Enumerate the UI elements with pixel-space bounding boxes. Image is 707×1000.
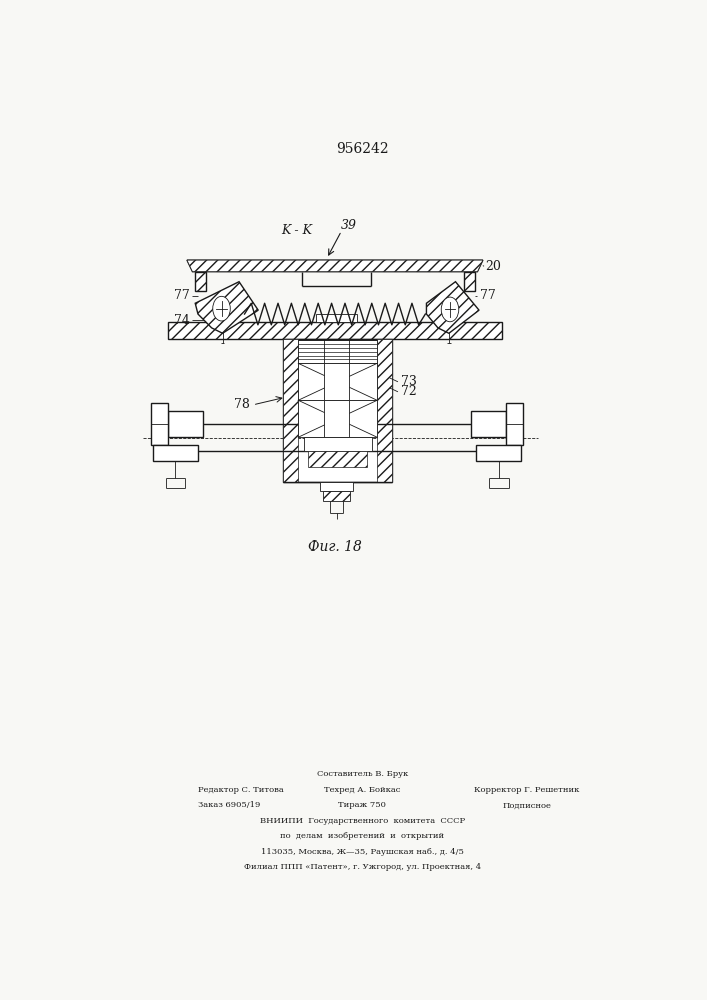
Text: Фиг. 18: Фиг. 18: [308, 540, 362, 554]
Bar: [324, 363, 349, 400]
Bar: [324, 400, 349, 437]
Text: 113035, Москва, Ж—35, Раушская наб., д. 4/5: 113035, Москва, Ж—35, Раушская наб., д. …: [261, 848, 464, 856]
Text: K - K: K - K: [281, 224, 312, 237]
Polygon shape: [187, 260, 483, 272]
Bar: [151, 403, 168, 445]
Polygon shape: [426, 282, 479, 333]
Text: 77: 77: [480, 289, 496, 302]
Text: Техред А. Бойкас: Техред А. Бойкас: [324, 786, 401, 794]
Text: Корректор Г. Решетник: Корректор Г. Решетник: [474, 786, 580, 794]
Polygon shape: [187, 260, 483, 272]
Bar: [298, 400, 377, 437]
Text: Составитель В. Брук: Составитель В. Брук: [317, 770, 408, 778]
Text: 72: 72: [401, 385, 416, 398]
Text: 74: 74: [174, 314, 189, 327]
Text: 20: 20: [486, 260, 501, 273]
Circle shape: [213, 296, 230, 321]
Bar: [195, 272, 206, 291]
Bar: [153, 445, 198, 461]
Bar: [168, 322, 502, 339]
Text: 77: 77: [174, 289, 189, 302]
Bar: [320, 482, 353, 491]
Bar: [308, 451, 367, 467]
Bar: [168, 411, 204, 437]
Bar: [283, 339, 298, 482]
Bar: [298, 340, 377, 363]
Bar: [283, 339, 392, 482]
Text: Редактор С. Титова: Редактор С. Титова: [198, 786, 284, 794]
Text: по  делам  изобретений  и  открытий: по делам изобретений и открытий: [280, 832, 445, 840]
Text: 78: 78: [234, 398, 250, 411]
Text: Филиал ППП «Патент», г. Ужгород, ул. Проектная, 4: Филиал ППП «Патент», г. Ужгород, ул. Про…: [244, 863, 481, 871]
Bar: [323, 491, 350, 501]
Bar: [377, 339, 392, 482]
Bar: [316, 314, 358, 322]
Text: ВНИИПИ  Государственного  комитета  СССР: ВНИИПИ Государственного комитета СССР: [259, 817, 465, 825]
Text: 956242: 956242: [336, 142, 389, 156]
Text: 39: 39: [341, 219, 356, 232]
Bar: [506, 403, 523, 445]
Bar: [298, 363, 377, 400]
Bar: [477, 445, 521, 461]
Text: Заказ 6905/19: Заказ 6905/19: [198, 801, 260, 809]
Bar: [471, 411, 506, 437]
Bar: [304, 437, 372, 451]
Bar: [464, 272, 474, 291]
Polygon shape: [195, 282, 258, 333]
Circle shape: [441, 297, 459, 322]
Text: Тираж 750: Тираж 750: [339, 801, 386, 809]
Text: Подписное: Подписное: [502, 801, 551, 809]
Text: 73: 73: [401, 375, 416, 388]
